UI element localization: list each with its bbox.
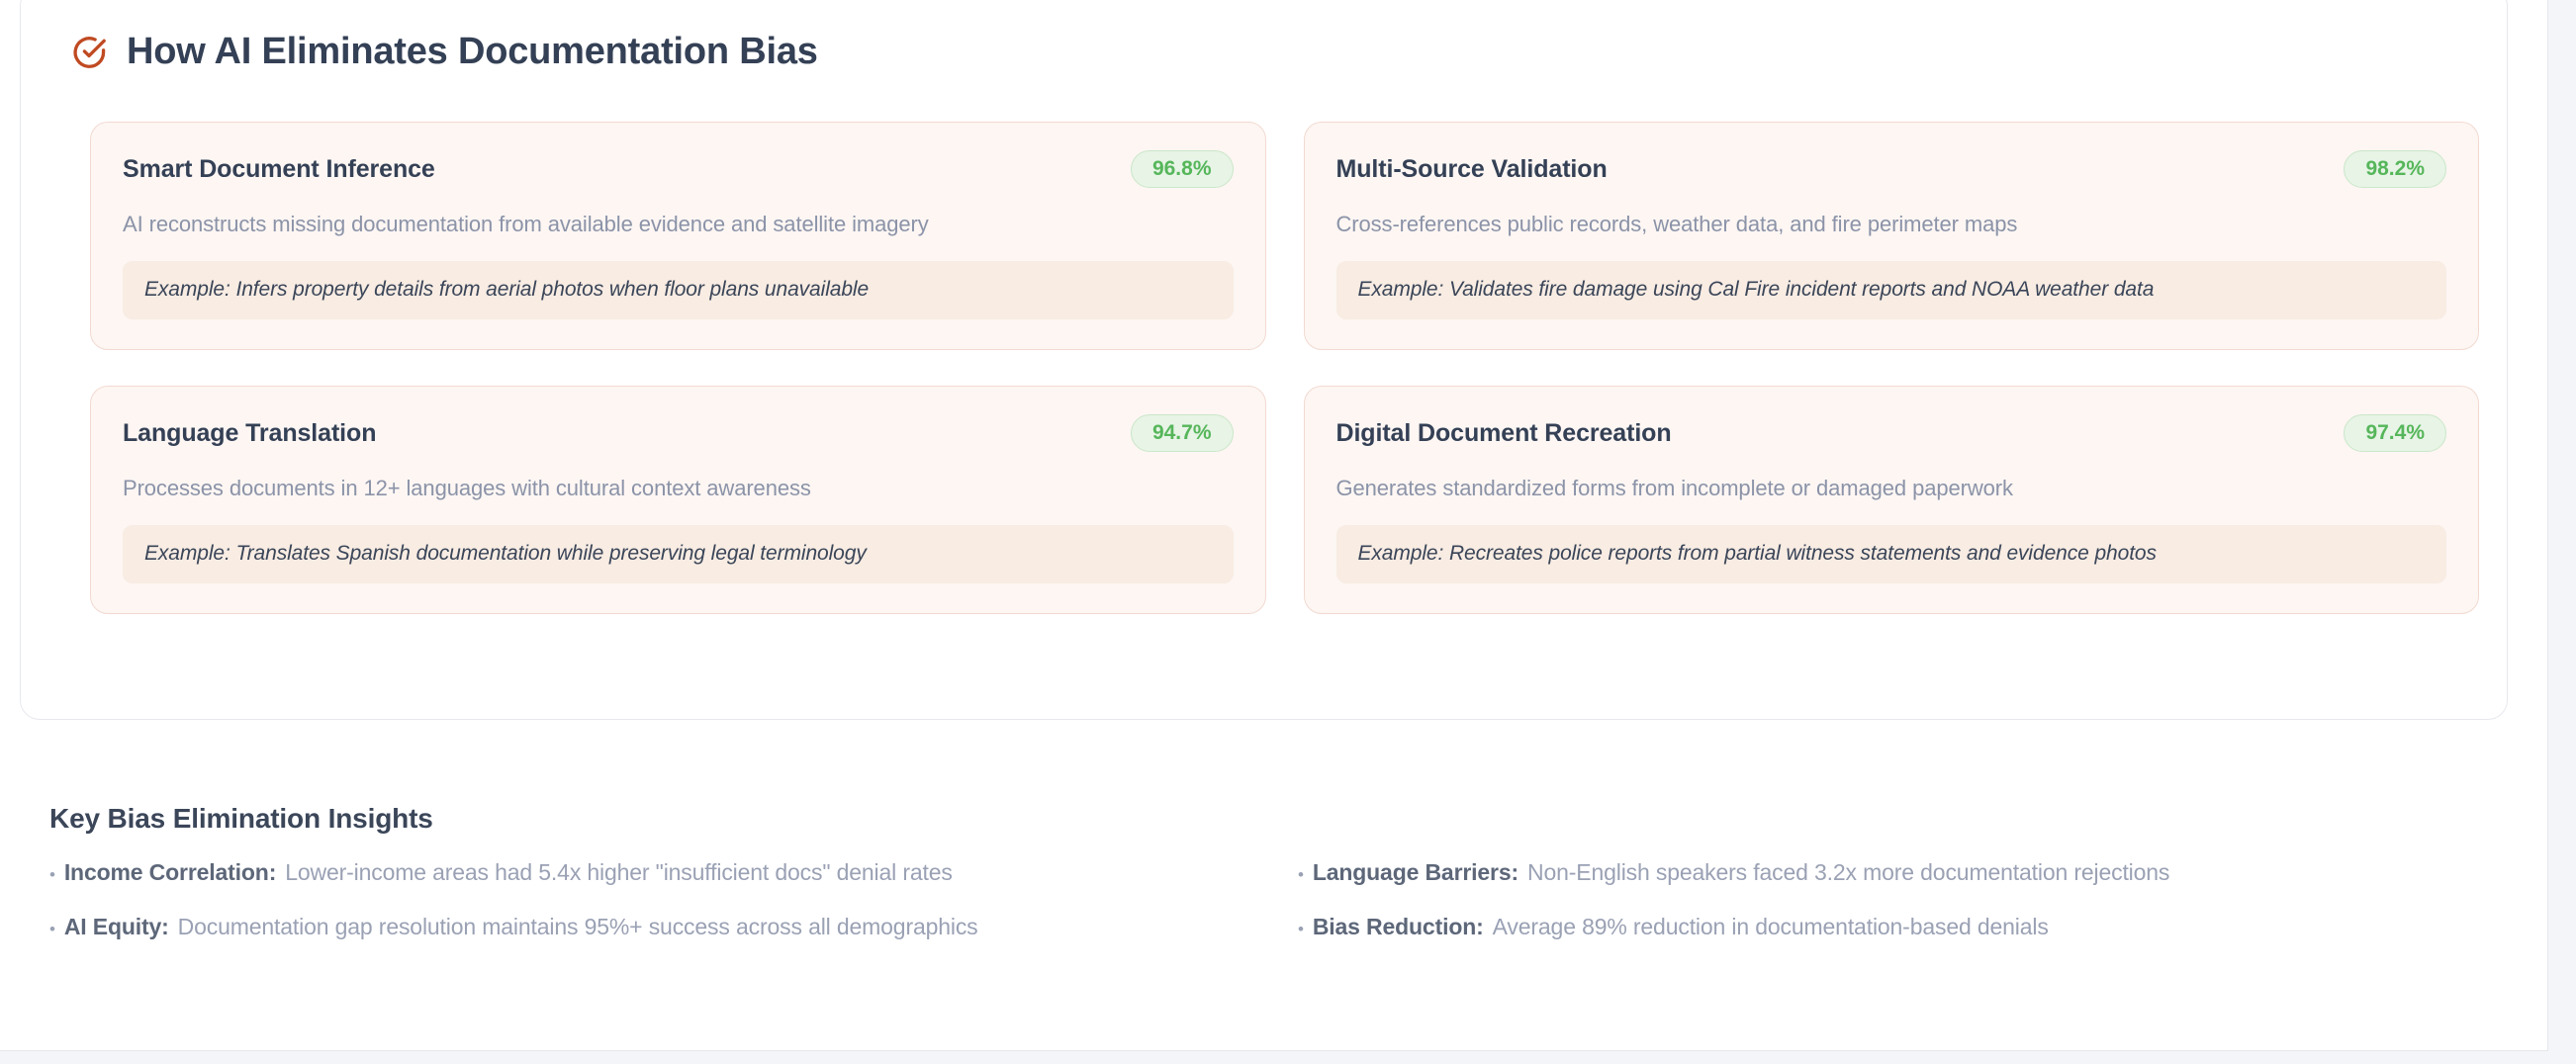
insight-label: Income Correlation: xyxy=(63,859,277,885)
panel-header: How AI Eliminates Documentation Bias xyxy=(70,31,818,73)
feature-card-description: AI reconstructs missing documentation fr… xyxy=(123,212,929,236)
feature-card[interactable]: Digital Document Recreation 97.4% Genera… xyxy=(1303,386,2479,614)
feature-card-title: Language Translation xyxy=(123,418,377,447)
feature-card-example: Example: Recreates police reports from p… xyxy=(1335,525,2446,583)
feature-card-grid: Smart Document Inference 96.8% AI recons… xyxy=(90,122,2479,614)
insights-grid: • Income Correlation: Lower-income areas… xyxy=(49,859,2503,940)
feature-card-description: Cross-references public records, weather… xyxy=(1335,212,2018,236)
feature-card-example: Example: Translates Spanish documentatio… xyxy=(123,525,1234,583)
insight-text: Lower-income areas had 5.4x higher "insu… xyxy=(285,859,953,885)
accuracy-badge: 96.8% xyxy=(1130,150,1234,188)
bottom-divider xyxy=(0,1050,2548,1051)
insight-item: • Bias Reduction: Average 89% reduction … xyxy=(1298,914,2503,940)
insight-text: Average 89% reduction in documentation-b… xyxy=(1492,914,2049,939)
insight-item: • AI Equity: Documentation gap resolutio… xyxy=(49,914,1254,940)
accuracy-badge: 98.2% xyxy=(2344,150,2446,188)
feature-card-header: Multi-Source Validation 98.2% xyxy=(1335,150,2446,188)
feature-card-description: Generates standardized forms from incomp… xyxy=(1335,476,2014,500)
accuracy-badge: 97.4% xyxy=(2344,414,2446,452)
right-scroll-gutter[interactable] xyxy=(2548,0,2576,1064)
accuracy-badge: 94.7% xyxy=(1130,414,1234,452)
insight-label: Bias Reduction: xyxy=(1312,914,1484,939)
circle-check-icon xyxy=(73,36,106,68)
key-insights-section: Key Bias Elimination Insights • Income C… xyxy=(49,803,2503,940)
feature-card-header: Language Translation 94.7% xyxy=(123,414,1234,452)
feature-card-header: Smart Document Inference 96.8% xyxy=(123,150,1234,188)
bullet-icon: • xyxy=(1298,920,1304,938)
insight-item: • Language Barriers: Non-English speaker… xyxy=(1298,859,2503,886)
insights-title: Key Bias Elimination Insights xyxy=(49,803,433,834)
bottom-scroll-gutter[interactable] xyxy=(0,1051,2548,1064)
feature-card-example: Example: Validates fire damage using Cal… xyxy=(1335,261,2446,319)
insight-label: Language Barriers: xyxy=(1312,859,1519,885)
page-title: How AI Eliminates Documentation Bias xyxy=(127,31,818,72)
feature-card-title: Smart Document Inference xyxy=(123,154,435,183)
feature-card[interactable]: Multi-Source Validation 98.2% Cross-refe… xyxy=(1303,122,2479,350)
feature-card[interactable]: Language Translation 94.7% Processes doc… xyxy=(90,386,1266,614)
feature-card[interactable]: Smart Document Inference 96.8% AI recons… xyxy=(90,122,1266,350)
feature-card-header: Digital Document Recreation 97.4% xyxy=(1335,414,2446,452)
feature-card-example: Example: Infers property details from ae… xyxy=(123,261,1234,319)
insight-label: AI Equity: xyxy=(63,914,169,939)
documentation-bias-panel: How AI Eliminates Documentation Bias Sma… xyxy=(20,0,2508,720)
bullet-icon: • xyxy=(1298,865,1304,884)
feature-card-title: Multi-Source Validation xyxy=(1335,154,1608,183)
feature-card-title: Digital Document Recreation xyxy=(1335,418,1672,447)
insight-text: Documentation gap resolution maintains 9… xyxy=(177,914,978,939)
bullet-icon: • xyxy=(49,920,55,938)
right-divider xyxy=(2547,0,2548,1064)
insight-item: • Income Correlation: Lower-income areas… xyxy=(49,859,1254,886)
bullet-icon: • xyxy=(49,865,55,884)
feature-card-description: Processes documents in 12+ languages wit… xyxy=(123,476,811,500)
insight-text: Non-English speakers faced 3.2x more doc… xyxy=(1527,859,2170,885)
